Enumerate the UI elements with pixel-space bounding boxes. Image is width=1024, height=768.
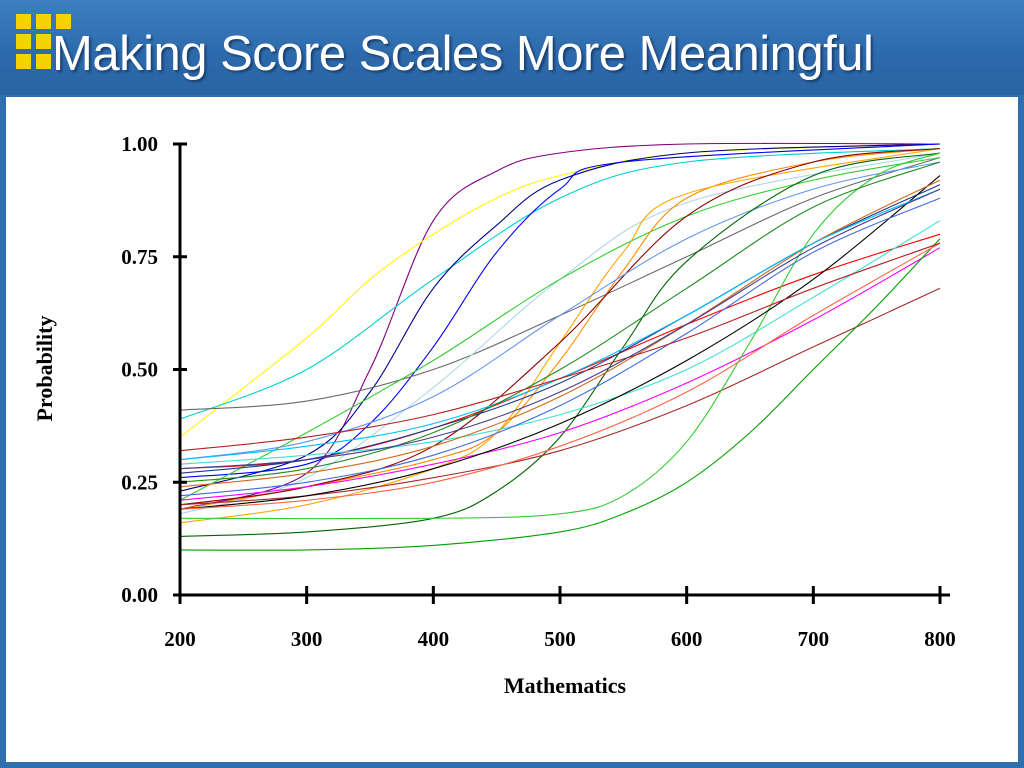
series-line-4 [179, 143, 941, 492]
series-line-12 [179, 161, 941, 461]
y-tick-label: 0.75 [121, 245, 158, 269]
series-line-27 [179, 242, 941, 452]
y-tick-label: 0.50 [121, 358, 158, 382]
x-tick-label: 500 [544, 627, 576, 651]
x-tick-label: 700 [798, 627, 830, 651]
series-line-7 [179, 152, 941, 515]
series-line-21 [179, 175, 941, 510]
series-line-24 [179, 242, 941, 510]
series-line-2 [179, 143, 941, 438]
x-tick-label: 200 [164, 627, 196, 651]
series-line-1 [179, 142, 941, 510]
series-line-15 [179, 184, 941, 474]
x-axis-label: Mathematics [504, 673, 627, 698]
y-tick-label: 1.00 [121, 132, 158, 156]
series-line-23 [179, 188, 941, 461]
series-line-28 [179, 188, 941, 470]
x-tick-label: 400 [418, 627, 450, 651]
series-line-16 [179, 247, 941, 501]
series-line-3 [179, 147, 941, 420]
series-line-11 [179, 147, 941, 506]
probability-chart: 0.00 0.25 0.50 0.75 1.00 200 300 400 500 600 700 80… [32, 132, 956, 698]
series-line-20 [179, 152, 941, 520]
series-line-26 [179, 161, 941, 483]
y-tick-label: 0.25 [121, 470, 158, 494]
chart-panel: 0.00 0.25 0.50 0.75 1.00 200 300 400 500 600 700 80… [6, 97, 1018, 762]
x-tick-label: 800 [924, 627, 956, 651]
series-line-5 [179, 143, 941, 479]
x-tick-label: 600 [671, 627, 703, 651]
slide-header: Making Score Scales More Meaningful [0, 0, 1024, 95]
slide-title: Making Score Scales More Meaningful [52, 27, 874, 81]
y-tick-label: 0.00 [121, 583, 158, 607]
series-line-25 [179, 197, 941, 497]
series-line-19 [179, 238, 941, 551]
x-tick-label: 300 [291, 627, 323, 651]
series-line-22 [179, 179, 941, 488]
logo-squares-icon [16, 14, 86, 84]
series-line-9 [179, 147, 941, 510]
series-line-10 [179, 147, 941, 524]
series-line-8 [179, 156, 941, 501]
series-line-17 [179, 220, 941, 465]
y-axis-label: Probability [32, 316, 57, 422]
series-line-14 [179, 152, 941, 537]
